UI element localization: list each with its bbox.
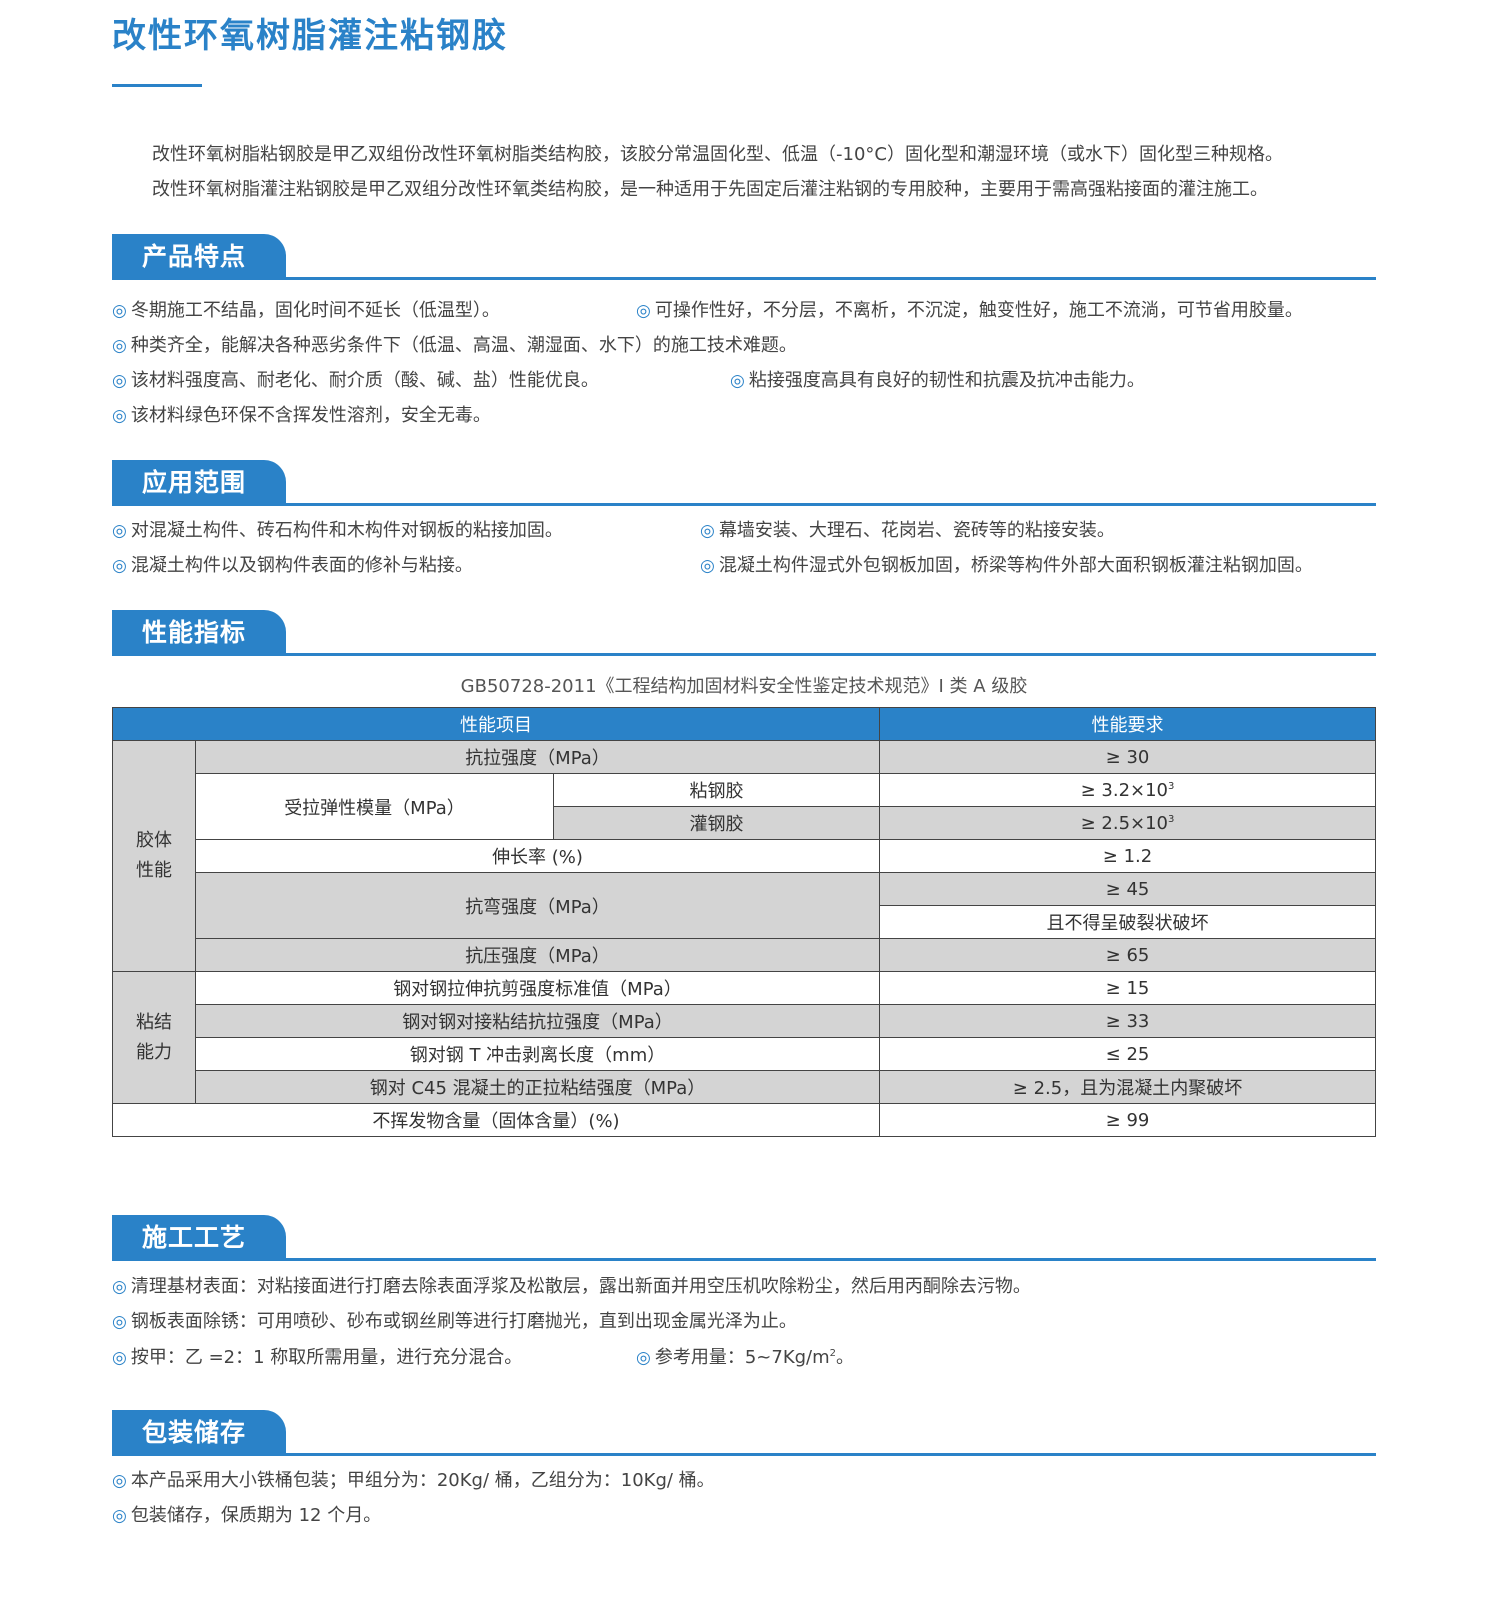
item-cell: 不挥发物含量（固体含量）(%) [112, 1103, 880, 1137]
bullet-icon: ◎ [112, 1312, 127, 1332]
list-item: ◎ 混凝土构件以及钢构件表面的修补与粘接。 [112, 555, 473, 576]
list-item: ◎ 本产品采用大小铁桶包装；甲组分为：20Kg/ 桶，乙组分为：10Kg/ 桶。 [112, 1470, 715, 1491]
item-cell: 钢对 C45 混凝土的正拉粘结强度（MPa） [195, 1070, 880, 1104]
bullet-icon: ◎ [700, 521, 715, 541]
item-cell: 钢对钢 T 冲击剥离长度（mm） [195, 1037, 880, 1071]
value-cell: ≥ 99 [879, 1103, 1376, 1137]
section-title: 包装储存 [112, 1410, 286, 1454]
item-cell: 受拉弹性模量（MPa） [195, 773, 554, 840]
table-row: 灌钢胶 ≥ 2.5×103 [113, 806, 1376, 840]
item-cell: 抗拉强度（MPa） [195, 740, 880, 774]
value-cell: ≥ 1.2 [879, 839, 1376, 873]
value-cell: ≥ 2.5×103 [879, 806, 1376, 840]
standard-caption: GB50728-2011《工程结构加固材料安全性鉴定技术规范》I 类 A 级胶 [460, 676, 1028, 697]
intro-paragraph: 改性环氧树脂灌注粘钢胶是甲乙双组分改性环氧类结构胶，是一种适用于先固定后灌注粘钢… [152, 179, 1268, 200]
group-cell: 粘结 能力 [112, 971, 196, 1104]
list-item: ◎ 幕墙安装、大理石、花岗岩、瓷砖等的粘接安装。 [700, 520, 1115, 541]
list-item: ◎ 种类齐全，能解决各种恶劣条件下（低温、高温、潮湿面、水下）的施工技术难题。 [112, 335, 797, 356]
section-title: 性能指标 [112, 610, 286, 654]
item-cell: 抗压强度（MPa） [195, 938, 880, 972]
item-cell: 钢对钢对接粘结抗拉强度（MPa） [195, 1004, 880, 1038]
bullet-icon: ◎ [112, 406, 127, 426]
list-item: ◎ 按甲：乙 =2：1 称取所需用量，进行充分混合。 [112, 1347, 523, 1368]
bullet-icon: ◎ [112, 336, 127, 356]
bullet-icon: ◎ [730, 371, 745, 391]
list-item: ◎ 该材料强度高、耐老化、耐介质（酸、碱、盐）性能优良。 [112, 370, 599, 391]
table-row: 粘结 能力 钢对钢拉伸抗剪强度标准值（MPa） ≥ 15 [112, 971, 1376, 1104]
performance-table: 性能项目 性能要求 胶体 性能 抗拉强度（MPa） ≥ 30 受拉弹性模量（MPa）粘… [112, 707, 1376, 1137]
table-row: 钢对钢对接粘结抗拉强度（MPa） ≥ 33 [113, 1004, 1376, 1038]
section-header-storage: 包装储存 [112, 1410, 1376, 1456]
header-item: 性能项目 [112, 707, 880, 741]
item-cell: 伸长率 (%) [195, 839, 880, 873]
sub-item-cell: 灌钢胶 [553, 806, 880, 840]
bullet-icon: ◎ [112, 1471, 127, 1491]
table-row: 抗压强度（MPa） ≥ 65 [113, 938, 1376, 972]
table-header-row: 性能项目 性能要求 [112, 707, 1376, 741]
bullet-icon: ◎ [112, 556, 127, 576]
bullet-icon: ◎ [636, 301, 651, 321]
title-underline [112, 84, 202, 87]
table-row: 且不得呈破裂状破坏 [113, 905, 1376, 939]
value-cell: 且不得呈破裂状破坏 [879, 905, 1376, 939]
page-title: 改性环氧树脂灌注粘钢胶 [112, 16, 508, 56]
table-row: 钢对钢 T 冲击剥离长度（mm） ≤ 25 [113, 1037, 1376, 1071]
list-item: ◎ 冬期施工不结晶，固化时间不延长（低温型）。 [112, 300, 500, 321]
group-cell: 胶体 性能 [112, 740, 196, 972]
value-cell: ≥ 33 [879, 1004, 1376, 1038]
value-cell: ≥ 2.5，且为混凝土内聚破坏 [879, 1070, 1376, 1104]
section-header-features: 产品特点 [112, 234, 1376, 280]
bullet-icon: ◎ [112, 301, 127, 321]
item-cell: 钢对钢拉伸抗剪强度标准值（MPa） [195, 971, 880, 1005]
intro-paragraph: 改性环氧树脂粘钢胶是甲乙双组份改性环氧树脂类结构胶，该胶分常温固化型、低温（-1… [152, 144, 1283, 165]
list-item: ◎ 包装储存，保质期为 12 个月。 [112, 1505, 382, 1526]
bullet-icon: ◎ [700, 556, 715, 576]
sub-item-cell: 粘钢胶 [553, 773, 880, 807]
table-row: 胶体 性能 抗拉强度（MPa） ≥ 30 [112, 740, 1376, 972]
value-cell: ≥ 3.2×103 [879, 773, 1376, 807]
bullet-icon: ◎ [112, 521, 127, 541]
table-row: 抗弯强度（MPa） ≥ 45 [113, 872, 1376, 939]
table-row: 不挥发物含量（固体含量）(%) ≥ 99 [112, 1103, 1376, 1137]
bullet-icon: ◎ [112, 1506, 127, 1526]
value-cell: ≤ 25 [879, 1037, 1376, 1071]
bullet-icon: ◎ [112, 371, 127, 391]
list-item: ◎ 清理基材表面：对粘接面进行打磨去除表面浮浆及松散层，露出新面并用空压机吹除粉尘… [112, 1276, 1031, 1297]
bullet-icon: ◎ [112, 1348, 127, 1368]
section-header-process: 施工工艺 [112, 1215, 1376, 1261]
header-requirement: 性能要求 [879, 707, 1376, 741]
section-title: 施工工艺 [112, 1215, 286, 1259]
value-cell: ≥ 30 [879, 740, 1376, 774]
table-row: 伸长率 (%) ≥ 1.2 [113, 839, 1376, 873]
list-item: ◎ 该材料绿色环保不含挥发性溶剂，安全无毒。 [112, 405, 491, 426]
list-item: ◎ 对混凝土构件、砖石构件和木构件对钢板的粘接加固。 [112, 520, 563, 541]
item-cell: 抗弯强度（MPa） [195, 872, 880, 939]
value-cell: ≥ 65 [879, 938, 1376, 972]
list-item: ◎ 参考用量：5~7Kg/m2。 [636, 1347, 855, 1368]
value-cell: ≥ 45 [879, 872, 1376, 906]
section-title: 应用范围 [112, 460, 286, 504]
list-item: ◎ 混凝土构件湿式外包钢板加固，桥梁等构件外部大面积钢板灌注粘钢加固。 [700, 555, 1313, 576]
section-title: 产品特点 [112, 234, 286, 278]
table-row: 受拉弹性模量（MPa） 粘钢胶 ≥ 3.2×103 [113, 773, 1376, 840]
section-header-applications: 应用范围 [112, 460, 1376, 506]
table-row: 钢对 C45 混凝土的正拉粘结强度（MPa） ≥ 2.5，且为混凝土内聚破坏 [113, 1070, 1376, 1104]
section-header-performance: 性能指标 [112, 610, 1376, 656]
list-item: ◎ 粘接强度高具有良好的韧性和抗震及抗冲击能力。 [730, 370, 1145, 391]
value-cell: ≥ 15 [879, 971, 1376, 1005]
bullet-icon: ◎ [636, 1348, 651, 1368]
list-item: ◎ 钢板表面除锈：可用喷砂、砂布或钢丝刷等进行打磨抛光，直到出现金属光泽为止。 [112, 1311, 797, 1332]
bullet-icon: ◎ [112, 1277, 127, 1297]
list-item: ◎ 可操作性好，不分层，不离析，不沉淀，触变性好，施工不流淌，可节省用胶量。 [636, 300, 1303, 321]
